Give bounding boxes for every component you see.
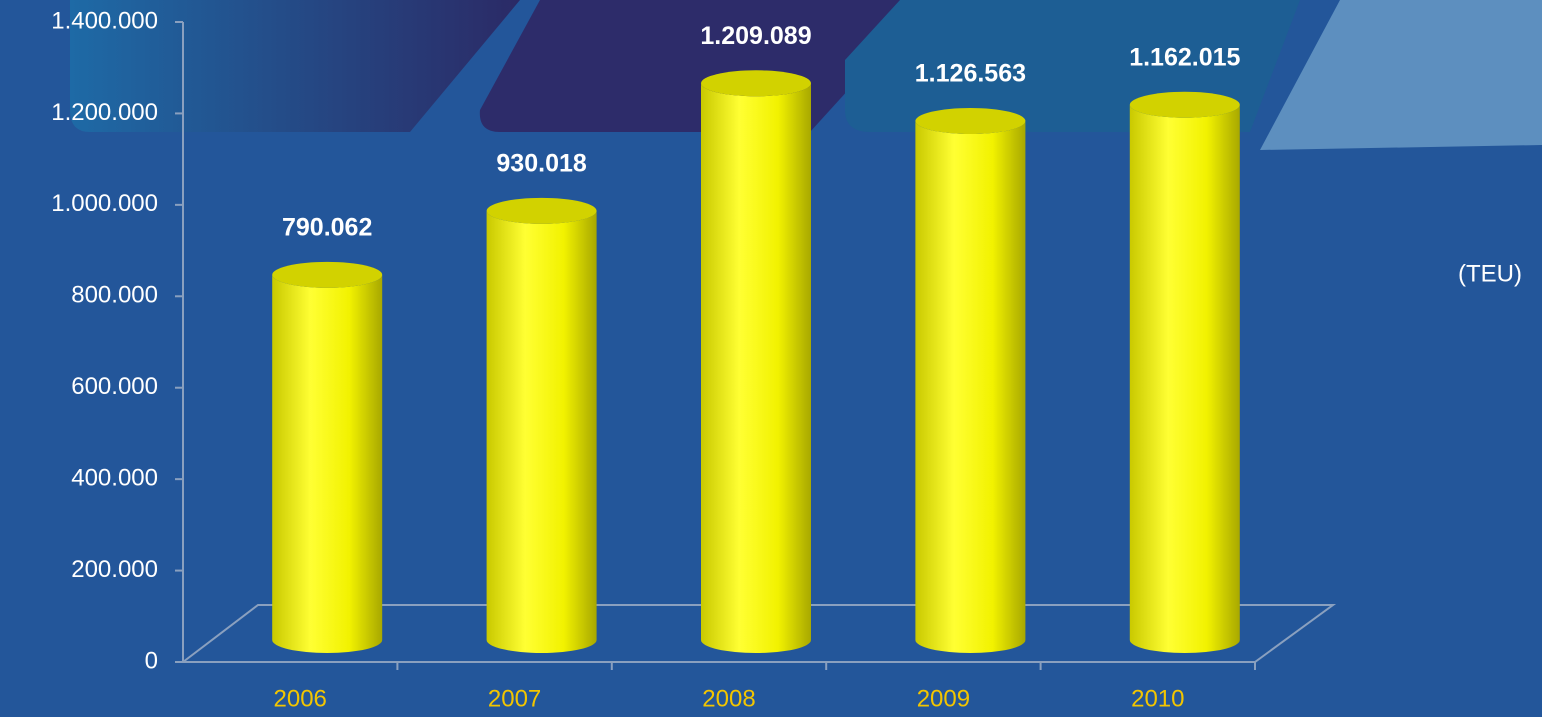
y-tick-label: 1.200.000 — [51, 99, 158, 126]
bar — [701, 83, 811, 653]
bar — [1129, 104, 1240, 653]
bar-cap — [272, 261, 383, 288]
bar-cap — [486, 197, 597, 224]
y-tick-label: 200.000 — [71, 556, 158, 583]
value-label: 1.126.563 — [915, 60, 1026, 88]
decor-photo — [1260, 0, 1542, 150]
x-tick-label: 2009 — [917, 685, 970, 712]
x-tick-label: 2007 — [488, 685, 541, 712]
bar — [486, 210, 597, 653]
value-label: 1.162.015 — [1129, 43, 1240, 71]
y-tick-label: 400.000 — [71, 464, 158, 491]
bar — [272, 274, 383, 653]
x-tick-label: 2010 — [1131, 685, 1184, 712]
decor-band — [479, 0, 930, 132]
bar-cap — [1129, 91, 1240, 118]
x-tick-label: 2006 — [274, 685, 327, 712]
value-label: 1.209.089 — [700, 22, 811, 50]
value-label: 790.062 — [282, 213, 372, 241]
bar-cap — [915, 107, 1026, 134]
y-tick-label: 0 — [145, 647, 158, 674]
y-tick-label: 1.400.000 — [51, 7, 158, 34]
y-tick-label: 800.000 — [71, 282, 158, 309]
unit-label: (TEU) — [1458, 260, 1522, 287]
y-tick-label: 1.000.000 — [51, 190, 158, 217]
y-tick-label: 600.000 — [71, 373, 158, 400]
x-tick-label: 2008 — [702, 685, 755, 712]
bar — [915, 120, 1026, 654]
value-label: 930.018 — [496, 149, 586, 177]
bar-cap — [701, 70, 811, 97]
